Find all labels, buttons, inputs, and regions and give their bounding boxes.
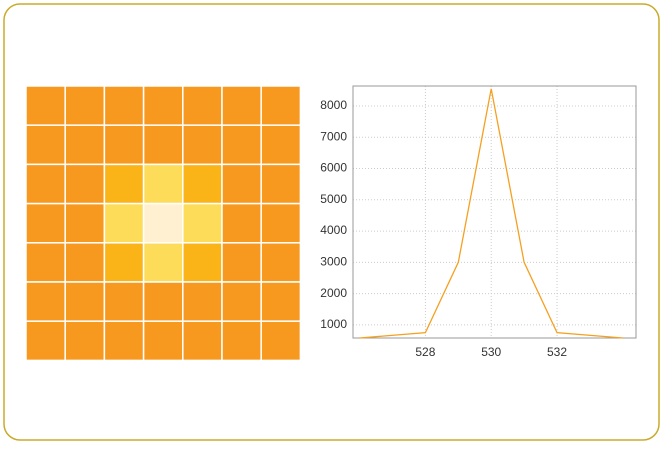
heat-cell [64, 320, 106, 362]
y-tick-label: 6000 [320, 161, 347, 175]
heat-cell [103, 124, 145, 166]
x-tick-label: 528 [415, 345, 435, 359]
heat-cell [142, 320, 184, 362]
heat-cell [182, 202, 223, 244]
heat-cell [25, 163, 66, 205]
heat-cell [142, 163, 184, 205]
heat-cell [64, 163, 106, 205]
heat-cell [221, 320, 262, 362]
heat-cell [103, 242, 145, 283]
y-tick-label: 1000 [320, 317, 347, 331]
heat-cell [64, 242, 106, 283]
heat-cell [260, 202, 302, 244]
heat-cell [103, 202, 145, 244]
heat-cell [103, 320, 145, 362]
y-tick-label: 8000 [320, 98, 347, 112]
heat-cell [221, 163, 262, 205]
line-series [359, 88, 623, 339]
heat-cell [64, 85, 106, 126]
heat-cell [260, 124, 302, 166]
heat-cell [64, 281, 106, 322]
heat-cell [25, 202, 66, 244]
heat-cell [260, 242, 302, 283]
y-tick-label: 7000 [320, 129, 347, 143]
heat-cell [142, 281, 184, 322]
heat-cell [25, 320, 66, 362]
heat-cell [182, 124, 223, 166]
heat-cell [25, 242, 66, 283]
heat-cell [64, 124, 106, 166]
x-tick-label: 532 [547, 345, 567, 359]
heat-cell [103, 281, 145, 322]
y-tick-label: 2000 [320, 286, 347, 300]
heat-cell [260, 320, 302, 362]
heat-cell [142, 202, 184, 244]
heat-cell [221, 281, 262, 322]
heat-cell [260, 85, 302, 126]
heat-cell [182, 281, 223, 322]
heat-cell [182, 163, 223, 205]
heat-cell [25, 281, 66, 322]
heat-cell [103, 163, 145, 205]
heat-cell [182, 85, 223, 126]
heat-cell [25, 124, 66, 166]
heat-cell [142, 85, 184, 126]
heat-cell [221, 202, 262, 244]
heat-cell [260, 163, 302, 205]
heat-cell [221, 124, 262, 166]
heat-cell [103, 85, 145, 126]
heat-cell [260, 281, 302, 322]
heat-cell [221, 242, 262, 283]
heat-cell [25, 85, 66, 126]
y-tick-label: 5000 [320, 192, 347, 206]
heat-cell [182, 242, 223, 283]
heat-cell [221, 85, 262, 126]
heat-cell [64, 202, 106, 244]
line-chart: 1000 2000 3000 4000 5000 6000 7000 8000 528 530 53… [320, 85, 637, 359]
plot-frame [352, 85, 637, 339]
y-tick-label: 4000 [320, 223, 347, 237]
heat-cell [142, 242, 184, 283]
heat-cell [142, 124, 184, 166]
y-tick-label: 3000 [320, 255, 347, 269]
heat-cell [182, 320, 223, 362]
x-tick-label: 530 [481, 345, 501, 359]
heatmap [25, 85, 302, 362]
